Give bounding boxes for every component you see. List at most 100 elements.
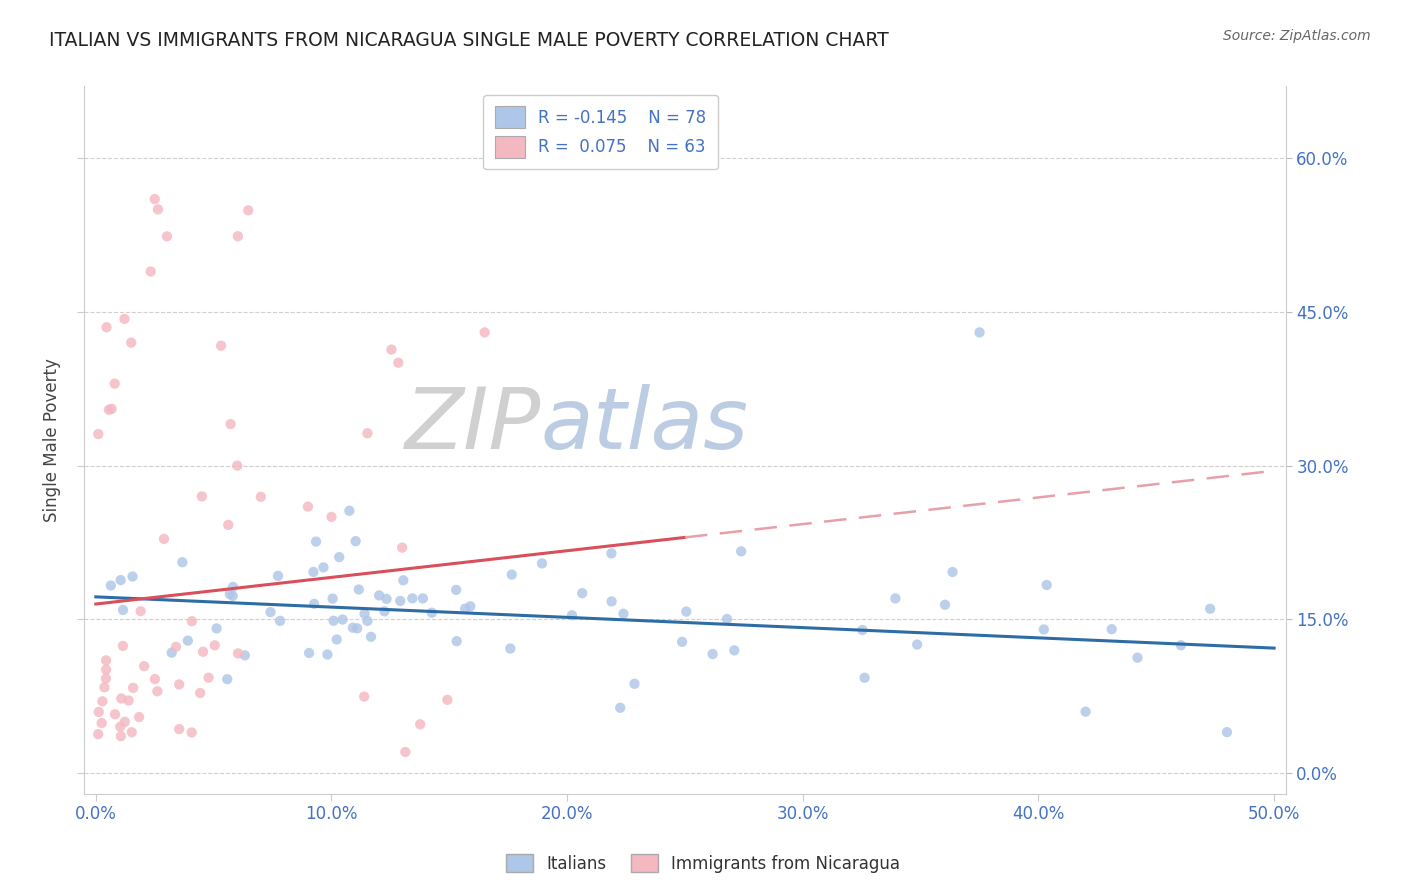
Point (160, 646, 183, 660)
Point (222, 589, 245, 603)
Point (117, 693, 139, 707)
Point (110, 691, 132, 706)
Point (609, 700, 631, 714)
Point (94, 663, 117, 677)
Point (188, 686, 211, 700)
Point (146, 202, 169, 217)
Point (128, 710, 150, 724)
Point (1101, 622, 1123, 636)
Point (356, 426, 378, 441)
Point (226, 647, 249, 661)
Point (302, 597, 325, 611)
Point (600, 546, 623, 560)
Point (156, 229, 179, 244)
Point (233, 648, 256, 663)
Point (122, 681, 145, 695)
Point (368, 589, 391, 603)
Point (259, 605, 281, 619)
Legend: Italians, Immigrants from Nicaragua: Italians, Immigrants from Nicaragua (499, 847, 907, 880)
Point (561, 608, 583, 623)
Point (226, 458, 249, 473)
Point (93, 681, 115, 695)
Point (204, 638, 226, 652)
Point (111, 639, 134, 653)
Point (87, 727, 110, 741)
Point (446, 634, 468, 648)
Point (146, 684, 169, 698)
Point (302, 565, 325, 579)
Point (209, 339, 232, 353)
Point (460, 599, 482, 614)
Point (180, 725, 202, 739)
Point (139, 264, 162, 278)
Point (153, 532, 176, 546)
Point (322, 614, 344, 628)
Point (1032, 623, 1054, 637)
Point (401, 591, 423, 606)
Point (305, 534, 328, 549)
Point (353, 607, 375, 621)
Text: ITALIAN VS IMMIGRANTS FROM NICARAGUA SINGLE MALE POVERTY CORRELATION CHART: ITALIAN VS IMMIGRANTS FROM NICARAGUA SIN… (49, 31, 889, 50)
Point (671, 635, 693, 649)
Point (600, 594, 623, 608)
Point (851, 623, 873, 637)
Point (387, 356, 409, 370)
Point (114, 312, 136, 326)
Point (250, 490, 273, 504)
Point (316, 648, 339, 662)
Point (380, 343, 402, 357)
Point (180, 614, 202, 628)
Point (360, 630, 382, 644)
Point (110, 729, 132, 743)
Y-axis label: Single Male Poverty: Single Male Poverty (44, 358, 60, 522)
Point (97, 402, 120, 417)
Point (409, 717, 432, 731)
Point (853, 671, 876, 685)
Point (394, 745, 416, 759)
Point (87, 705, 110, 719)
Point (297, 500, 319, 514)
Point (238, 203, 260, 218)
Point (96, 320, 118, 334)
Point (172, 555, 194, 569)
Point (298, 646, 321, 660)
Point (623, 677, 645, 691)
Text: ZIP: ZIP (405, 384, 541, 467)
Text: Source: ZipAtlas.com: Source: ZipAtlas.com (1223, 29, 1371, 43)
Point (104, 376, 127, 391)
Point (454, 601, 477, 615)
Point (1074, 705, 1097, 719)
Point (177, 633, 200, 648)
Point (167, 722, 190, 736)
Point (444, 582, 467, 597)
Point (100, 401, 122, 416)
Point (1126, 650, 1149, 665)
Legend: R = -0.145    N = 78, R =  0.075    N = 63: R = -0.145 N = 78, R = 0.075 N = 63 (484, 95, 718, 169)
Point (375, 591, 398, 606)
Point (217, 517, 239, 532)
Point (347, 582, 370, 597)
Point (346, 621, 368, 635)
Point (332, 613, 354, 627)
Point (373, 604, 395, 618)
Point (436, 693, 458, 707)
Point (91, 694, 114, 708)
Point (1199, 601, 1222, 615)
Point (1170, 638, 1192, 652)
Point (325, 632, 347, 647)
Point (111, 603, 134, 617)
Point (337, 504, 360, 518)
Point (110, 720, 132, 734)
Point (941, 565, 963, 579)
Point (392, 574, 415, 588)
Point (218, 587, 240, 601)
Point (129, 604, 152, 618)
Point (143, 672, 166, 686)
Point (165, 640, 187, 654)
Point (321, 509, 343, 524)
Point (191, 489, 214, 503)
Point (94, 672, 117, 686)
Point (267, 569, 290, 583)
Point (205, 621, 228, 635)
Point (1216, 725, 1239, 739)
